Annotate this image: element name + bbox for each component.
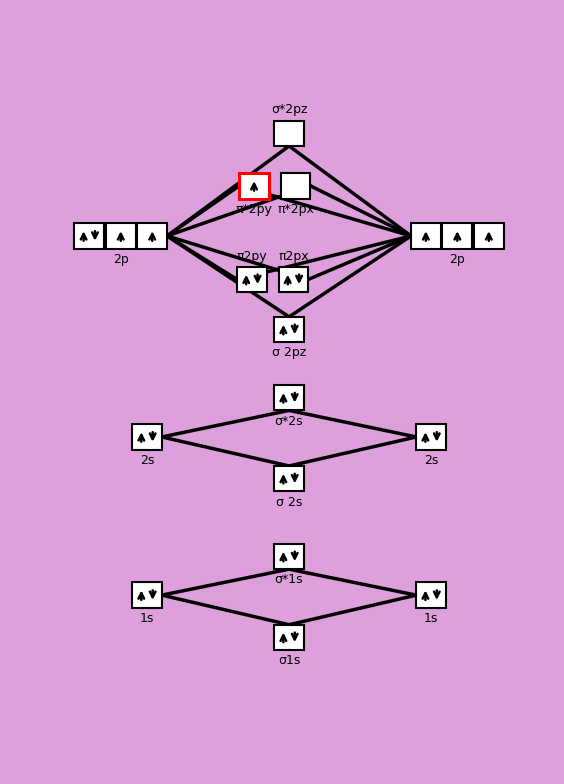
Text: 2s: 2s [424, 454, 438, 467]
Bar [132, 583, 162, 608]
Text: σ*2s: σ*2s [275, 415, 303, 427]
Text: σ1s: σ1s [278, 655, 300, 667]
Bar [279, 267, 309, 292]
Bar [74, 223, 104, 249]
Bar [274, 121, 304, 146]
Text: σ 2pz: σ 2pz [272, 347, 306, 359]
Bar [274, 625, 304, 650]
Bar [274, 317, 304, 342]
Bar [443, 223, 472, 249]
Text: π2py: π2py [236, 249, 267, 263]
Text: π2px: π2px [278, 249, 309, 263]
Bar [411, 223, 440, 249]
Text: π*2py: π*2py [236, 203, 272, 216]
Bar [237, 267, 267, 292]
Bar [138, 223, 167, 249]
Text: 1s: 1s [140, 612, 154, 625]
Bar [132, 424, 162, 450]
Bar [239, 173, 269, 198]
Bar [274, 466, 304, 492]
Text: 2p: 2p [113, 253, 129, 266]
Bar [474, 223, 504, 249]
Text: σ*1s: σ*1s [275, 573, 303, 586]
Bar [416, 583, 446, 608]
Text: 2p: 2p [450, 253, 465, 266]
Bar [274, 385, 304, 410]
Bar [106, 223, 135, 249]
Bar [416, 424, 446, 450]
Text: 1s: 1s [424, 612, 438, 625]
Bar [281, 173, 310, 198]
Text: π*2px: π*2px [277, 203, 314, 216]
Text: 2s: 2s [140, 454, 154, 467]
Text: σ 2s: σ 2s [276, 495, 302, 509]
Text: σ*2pz: σ*2pz [271, 103, 307, 116]
Bar [274, 544, 304, 569]
